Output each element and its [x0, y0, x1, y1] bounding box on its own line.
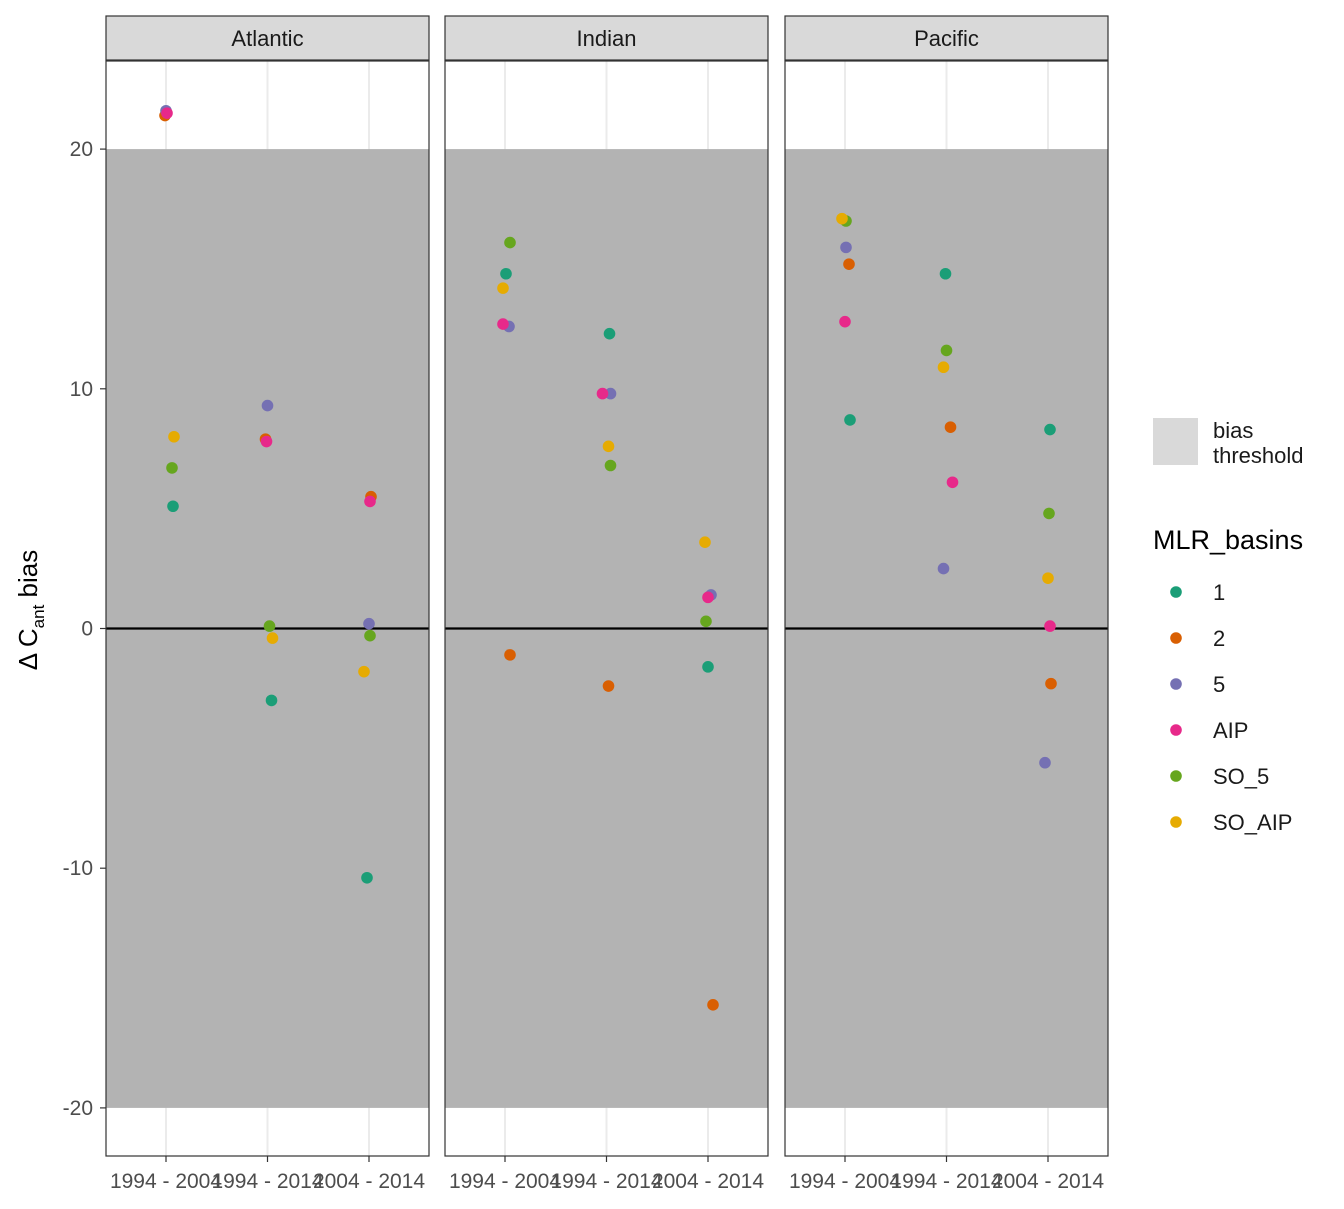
point-atlantic-1994-2014-1	[265, 694, 278, 707]
x-tick-label: 1994 - 2014	[550, 1170, 662, 1193]
point-atlantic-2004-2014-5	[363, 617, 375, 630]
point-atlantic-1994-2014-so-5	[263, 620, 276, 632]
point-pacific-1994-2014-so-5	[940, 344, 953, 357]
legend: bias threshold MLR_basins 1 2 5 AIP SO_5 SO_A…	[1153, 418, 1304, 835]
point-atlantic-2004-2014-1	[361, 871, 373, 884]
facet-strip-label: Atlantic	[231, 26, 303, 51]
point-pacific-1994-2004-aip	[839, 315, 851, 328]
point-indian-1994-2014-1	[603, 327, 616, 340]
facet-strip-label: Pacific	[914, 26, 979, 51]
point-pacific-1994-2014-5	[937, 562, 950, 575]
legend-key-so-aip	[1170, 816, 1182, 828]
x-tick-label: 2004 - 2014	[652, 1170, 764, 1193]
point-indian-1994-2004-1	[500, 267, 512, 280]
point-pacific-1994-2014-2	[944, 421, 957, 433]
x-tick-label: 1994 - 2014	[890, 1170, 1002, 1193]
point-indian-1994-2014-2	[602, 680, 615, 692]
x-tick-label: 2004 - 2014	[992, 1170, 1104, 1193]
point-indian-1994-2004-aip	[497, 318, 509, 330]
point-indian-2004-2014-1	[702, 661, 714, 673]
legend-label-5: 5	[1213, 672, 1225, 697]
point-pacific-2004-2014-so-5	[1043, 507, 1055, 520]
x-tick-label: 1994 - 2004	[110, 1170, 222, 1193]
point-pacific-2004-2014-aip	[1044, 620, 1056, 632]
legend-label-so-5: SO_5	[1213, 764, 1269, 789]
legend-key-so-5	[1170, 770, 1182, 782]
point-pacific-1994-2004-5	[840, 241, 852, 254]
point-atlantic-1994-2004-so-5	[166, 462, 178, 474]
point-pacific-2004-2014-so-aip	[1042, 572, 1054, 584]
legend-items: 1 2 5 AIP SO_5 SO_AIP	[1170, 580, 1292, 835]
point-indian-2004-2014-aip	[702, 591, 714, 604]
point-indian-1994-2004-so-5	[504, 236, 516, 249]
point-atlantic-1994-2014-aip	[260, 435, 273, 448]
point-atlantic-1994-2004-so-aip	[168, 430, 180, 443]
point-pacific-2004-2014-2	[1045, 677, 1057, 690]
point-pacific-1994-2014-so-aip	[937, 361, 950, 374]
point-indian-1994-2014-so-aip	[602, 440, 615, 453]
x-tick-label: 2004 - 2014	[313, 1170, 425, 1193]
point-atlantic-1994-2014-5	[261, 399, 274, 412]
x-tick-label: 1994 - 2004	[449, 1170, 561, 1193]
legend-key-1	[1170, 586, 1182, 598]
point-atlantic-1994-2004-aip	[161, 107, 173, 119]
y-tick-label: -10	[63, 857, 93, 880]
y-tick-label: -20	[63, 1097, 93, 1120]
facet-strip	[784, 15, 1109, 61]
point-pacific-2004-2014-1	[1044, 423, 1056, 436]
y-axis: -20 -10 0 10 20	[63, 138, 106, 1120]
point-pacific-1994-2014-aip	[946, 476, 959, 489]
point-atlantic-2004-2014-so-aip	[358, 665, 370, 678]
legend-key-5	[1170, 678, 1182, 690]
point-pacific-1994-2014-1	[939, 267, 952, 280]
point-pacific-1994-2004-2	[843, 258, 855, 270]
point-atlantic-1994-2004-1	[167, 500, 179, 513]
legend-title: MLR_basins	[1153, 525, 1303, 555]
y-tick-label: 20	[70, 138, 93, 161]
facet-strip	[444, 15, 769, 61]
point-pacific-1994-2004-so-aip	[836, 212, 848, 225]
point-atlantic-2004-2014-so-5	[364, 629, 376, 642]
y-axis-title: Δ Cant bias	[13, 550, 48, 671]
point-indian-2004-2014-2	[707, 999, 719, 1011]
point-indian-2004-2014-so-aip	[699, 536, 711, 549]
point-atlantic-2004-2014-aip	[364, 495, 376, 508]
bias-threshold-label-line2: threshold	[1213, 443, 1304, 468]
point-indian-1994-2014-so-5	[604, 459, 617, 472]
y-tick-label: 10	[70, 378, 93, 401]
x-tick-label: 1994 - 2004	[789, 1170, 901, 1193]
point-indian-1994-2004-2	[504, 649, 516, 661]
x-tick-label: 1994 - 2014	[211, 1170, 323, 1193]
facet-strip-label: Indian	[577, 26, 637, 51]
facet-strip	[105, 15, 430, 61]
point-indian-2004-2014-so-5	[700, 615, 712, 628]
point-pacific-2004-2014-5	[1039, 756, 1051, 769]
point-indian-1994-2014-5	[604, 387, 617, 400]
legend-label-aip: AIP	[1213, 718, 1248, 743]
y-tick-label: 0	[81, 618, 93, 641]
legend-label-1: 1	[1213, 580, 1225, 605]
point-atlantic-1994-2014-so-aip	[266, 632, 279, 644]
point-indian-1994-2004-so-aip	[497, 282, 509, 294]
bias-threshold-key	[1153, 418, 1198, 465]
legend-key-2	[1170, 632, 1182, 644]
point-indian-1994-2014-aip	[596, 387, 609, 400]
bias-threshold-label-line1: bias	[1213, 418, 1253, 443]
legend-label-so-aip: SO_AIP	[1213, 810, 1292, 835]
legend-label-2: 2	[1213, 626, 1225, 651]
legend-key-aip	[1170, 724, 1182, 736]
point-pacific-1994-2004-1	[844, 414, 856, 426]
